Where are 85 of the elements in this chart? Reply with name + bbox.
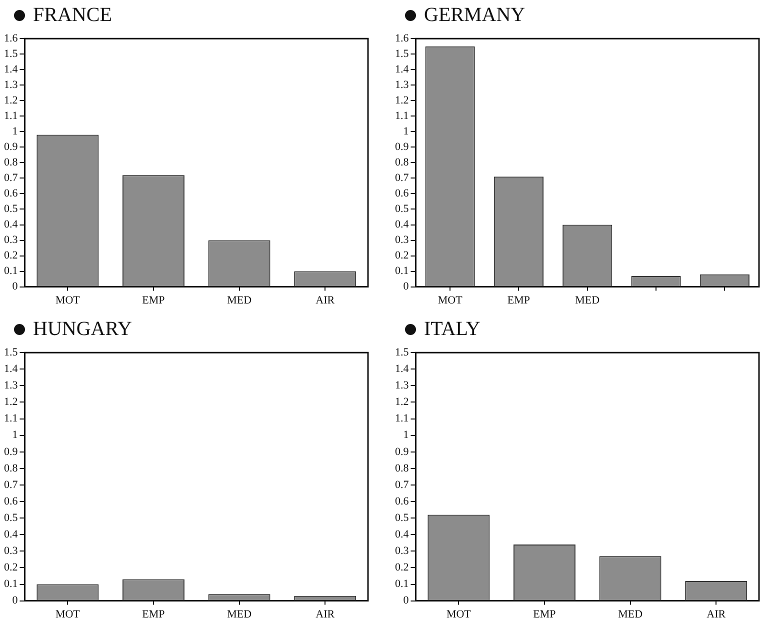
- x-tick-label: MED: [227, 294, 252, 306]
- y-tick-label: 0.5: [395, 512, 410, 524]
- y-tick-label: 1.5: [395, 346, 410, 358]
- y-tick-label: 0.7: [395, 172, 410, 184]
- y-tick-label: 0.2: [4, 562, 18, 574]
- y-tick-label: 0.4: [4, 218, 18, 231]
- y-tick-label: 1.3: [395, 79, 410, 92]
- y-tick-label: 0: [12, 280, 18, 293]
- y-tick-label: 0.8: [4, 462, 18, 474]
- y-tick-label: 0.8: [4, 156, 18, 169]
- y-tick-label: 0: [403, 594, 410, 607]
- y-tick-label: 0.4: [395, 218, 410, 231]
- y-tick-label: 0.9: [4, 446, 18, 458]
- x-tick-label: EMP: [507, 294, 530, 306]
- y-tick-label: 0.9: [4, 141, 18, 154]
- y-tick-label: 1.1: [395, 110, 409, 122]
- y-tick-label: 1.6: [4, 32, 18, 44]
- y-tick-label: 1.4: [4, 64, 18, 76]
- y-tick-label: 0.3: [395, 234, 410, 246]
- y-tick-label: 0.9: [395, 141, 410, 154]
- y-tick-label: 0.3: [4, 234, 18, 246]
- y-tick-label: 1: [12, 126, 18, 138]
- y-tick-label: 1.2: [4, 94, 18, 107]
- y-tick-label: 1.1: [4, 412, 18, 425]
- y-tick-label: 0.5: [4, 512, 18, 524]
- y-tick-label: 0.1: [395, 578, 409, 590]
- y-tick-label: 0.6: [395, 495, 410, 508]
- x-tick-label: AIR: [706, 608, 726, 620]
- y-tick-label: 0.2: [395, 562, 409, 574]
- y-tick-label: 1.6: [395, 32, 410, 44]
- y-tick-label: 1.1: [395, 412, 409, 425]
- chart-title: HUNGARY: [33, 318, 132, 341]
- y-tick-label: 0.5: [395, 203, 410, 216]
- y-tick-label: 0: [403, 280, 410, 293]
- y-tick-label: 0.8: [395, 156, 410, 169]
- y-tick-label: 0.7: [4, 172, 18, 184]
- x-tick-label: EMP: [533, 608, 556, 620]
- y-tick-label: 1.5: [4, 346, 18, 358]
- y-tick-label: 1: [403, 126, 409, 138]
- y-tick-label: 0.1: [4, 578, 18, 590]
- x-tick-label: EMP: [142, 608, 165, 620]
- x-tick-label: MOT: [438, 294, 463, 306]
- y-tick-label: 1.3: [4, 79, 18, 92]
- y-tick-label: 0.2: [395, 250, 409, 262]
- y-tick-label: 1: [403, 429, 409, 442]
- y-tick-label: 1.5: [395, 48, 410, 60]
- y-tick-label: 0.4: [4, 528, 18, 541]
- x-tick-label: MED: [227, 608, 252, 620]
- y-tick-label: 0.7: [395, 478, 410, 491]
- chart-title: FRANCE: [33, 4, 112, 27]
- y-tick-label: 0.2: [4, 250, 18, 262]
- y-tick-label: 0.6: [4, 495, 18, 508]
- y-tick-label: 1.3: [4, 380, 18, 392]
- y-tick-label: 1.4: [395, 363, 410, 376]
- y-tick-label: 0.6: [4, 188, 18, 200]
- chart-title: GERMANY: [424, 4, 526, 27]
- y-tick-label: 0.3: [4, 545, 18, 558]
- x-tick-label: EMP: [142, 294, 165, 306]
- x-tick-label: AIR: [316, 608, 336, 620]
- y-tick-label: 1.2: [4, 396, 18, 408]
- y-tick-label: 0.9: [395, 446, 410, 458]
- y-tick-label: 0.1: [395, 265, 409, 278]
- y-tick-label: 0.1: [4, 265, 18, 278]
- y-tick-label: 0.6: [395, 188, 410, 200]
- x-tick-label: MOT: [55, 294, 80, 306]
- y-tick-label: 0.4: [395, 528, 410, 541]
- y-tick-label: 0.3: [395, 545, 410, 558]
- y-tick-label: 1: [12, 429, 18, 442]
- y-tick-label: 1.2: [395, 396, 409, 408]
- y-tick-label: 0.7: [4, 478, 18, 491]
- x-tick-label: AIR: [316, 294, 336, 306]
- y-tick-label: 1.2: [395, 94, 409, 107]
- y-tick-label: 1.1: [4, 110, 18, 122]
- y-tick-label: 0.8: [395, 462, 410, 474]
- y-tick-label: 0.5: [4, 203, 18, 216]
- chart-title: ITALY: [424, 318, 480, 341]
- x-tick-label: MED: [575, 294, 600, 306]
- x-tick-label: MOT: [446, 608, 472, 620]
- y-tick-label: 1.5: [4, 48, 18, 60]
- x-tick-label: MOT: [55, 608, 80, 620]
- y-tick-label: 1.4: [395, 64, 410, 76]
- y-tick-label: 1.4: [4, 363, 18, 376]
- y-tick-label: 0: [12, 594, 18, 607]
- y-tick-label: 1.3: [395, 380, 410, 392]
- x-tick-label: MED: [618, 608, 643, 620]
